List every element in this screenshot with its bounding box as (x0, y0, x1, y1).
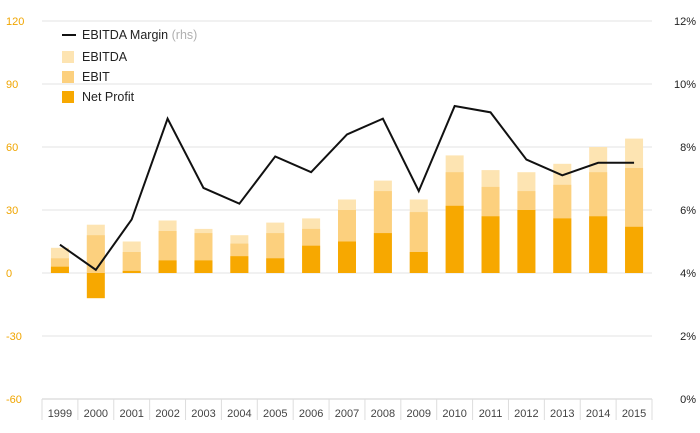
x-tick-label: 2006 (299, 408, 323, 420)
legend-swatch-net-profit (62, 91, 74, 103)
net-profit-bar (158, 260, 177, 273)
left-tick-label: -60 (6, 394, 22, 406)
legend-name: EBITDA Margin (82, 28, 172, 42)
legend-label-net-profit: Net Profit (82, 90, 135, 104)
legend: EBITDA Margin (rhs) EBITDA EBIT Net Profit (62, 28, 197, 104)
net-profit-bar (266, 258, 285, 273)
ebit-bar (122, 252, 141, 273)
net-profit-bar (302, 245, 321, 273)
x-tick-label: 2001 (119, 408, 143, 420)
x-tick-label: 2009 (407, 408, 431, 420)
x-tick-label: 2003 (191, 408, 215, 420)
right-tick-label: 6% (680, 205, 696, 217)
legend-swatch-ebit (62, 71, 74, 83)
x-tick-label: 2012 (514, 408, 538, 420)
x-tick-label: 2005 (263, 408, 287, 420)
right-tick-label: 12% (674, 16, 696, 28)
x-tick-label: 1999 (48, 408, 72, 420)
net-profit-bar (409, 252, 428, 273)
ebit-bar (86, 235, 105, 273)
legend-label-ebit: EBIT (82, 70, 110, 84)
net-profit-bar (553, 218, 572, 273)
margin-line (59, 104, 635, 272)
x-tick-label: 2000 (84, 408, 108, 420)
x-tick-label: 2008 (371, 408, 395, 420)
x-tick-label: 2002 (155, 408, 179, 420)
bars (50, 138, 644, 299)
left-tick-label: 30 (6, 205, 18, 217)
right-tick-label: 4% (680, 268, 696, 280)
left-tick-label: -30 (6, 331, 22, 343)
x-tick-label: 2010 (442, 408, 466, 420)
right-tick-label: 2% (680, 331, 696, 343)
net-profit-bar (50, 266, 69, 273)
legend-swatch-ebitda (62, 51, 74, 63)
net-profit-bar (625, 226, 644, 273)
left-tick-label: 120 (6, 16, 24, 28)
left-tick-label: 0 (6, 268, 12, 280)
net-profit-bar (373, 233, 392, 273)
left-tick-label: 60 (6, 142, 18, 154)
net-profit-bar (589, 216, 608, 273)
left-tick-label: 90 (6, 79, 18, 91)
legend-label-ebitda-margin: EBITDA Margin (rhs) (82, 28, 197, 42)
x-tick-label: 2007 (335, 408, 359, 420)
x-tick-label: 2004 (227, 408, 251, 420)
net-profit-bar (481, 216, 500, 273)
net-profit-bar (122, 270, 141, 273)
x-tick-label: 2013 (550, 408, 574, 420)
net-profit-bar (517, 210, 536, 273)
net-profit-bar (338, 241, 356, 273)
net-profit-bar (86, 273, 105, 299)
ebitda-margin-line (59, 104, 635, 272)
legend-note: (rhs) (172, 28, 198, 42)
legend-label-ebitda: EBITDA (82, 50, 128, 64)
right-tick-label: 10% (674, 79, 696, 91)
x-tick-label: 2014 (586, 408, 610, 420)
axes: 120 12% 90 10% 60 8% 30 6% 0 4% -30 2% -60 0% 1999 2000… (6, 16, 696, 420)
right-tick-label: 0% (680, 394, 696, 406)
net-profit-bar (445, 205, 464, 273)
net-profit-bar (230, 256, 249, 273)
x-tick-label: 2011 (479, 408, 503, 420)
right-tick-label: 8% (680, 142, 696, 154)
net-profit-bar (194, 260, 213, 273)
x-tick-label: 2015 (622, 408, 646, 420)
